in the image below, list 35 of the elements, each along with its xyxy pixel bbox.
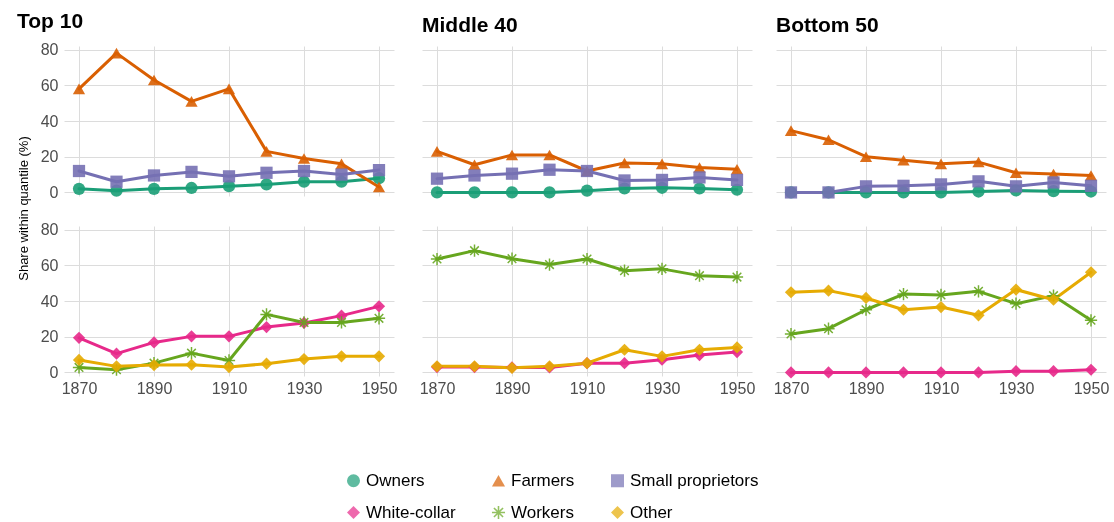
chart-title: Top 10: [17, 8, 84, 32]
x-tick-label: 1890: [848, 379, 885, 397]
y-tick-label: 80: [40, 221, 59, 239]
y-tick-label: 0: [49, 183, 59, 201]
legend-label: White-collar: [366, 502, 457, 522]
y-tick-label: 40: [40, 112, 59, 130]
chart-title: Middle 40: [422, 13, 518, 36]
y-tick-label: 0: [49, 363, 59, 381]
y-tick-label: 60: [40, 76, 59, 94]
legend-label: Small proprietors: [630, 470, 759, 490]
legend-label: Workers: [511, 502, 574, 522]
x-tick-label: 1870: [419, 379, 456, 397]
x-tick-label: 1890: [494, 379, 531, 397]
x-tick-label: 1930: [998, 379, 1035, 397]
y-tick-label: 80: [40, 41, 59, 59]
legend-label: Owners: [366, 470, 425, 490]
x-tick-label: 1910: [569, 379, 606, 397]
x-tick-label: 1950: [719, 379, 756, 397]
legend-label: Other: [630, 502, 673, 522]
chart-title: Bottom 50: [776, 13, 879, 36]
y-tick-label: 20: [40, 148, 59, 166]
x-tick-label: 1890: [136, 379, 173, 397]
y-axis-title: Share within quantile (%): [15, 136, 31, 281]
x-tick-label: 1930: [286, 379, 323, 397]
x-tick-label: 1950: [361, 379, 398, 397]
x-tick-label: 1910: [923, 379, 960, 397]
x-tick-label: 1950: [1073, 379, 1110, 397]
y-tick-label: 40: [40, 292, 59, 310]
x-tick-label: 1870: [773, 379, 810, 397]
y-tick-label: 20: [40, 328, 59, 346]
legend-label: Farmers: [511, 470, 575, 490]
y-tick-label: 60: [40, 256, 59, 274]
x-tick-label: 1870: [61, 379, 98, 397]
x-tick-label: 1930: [644, 379, 681, 397]
x-tick-label: 1910: [211, 379, 248, 397]
